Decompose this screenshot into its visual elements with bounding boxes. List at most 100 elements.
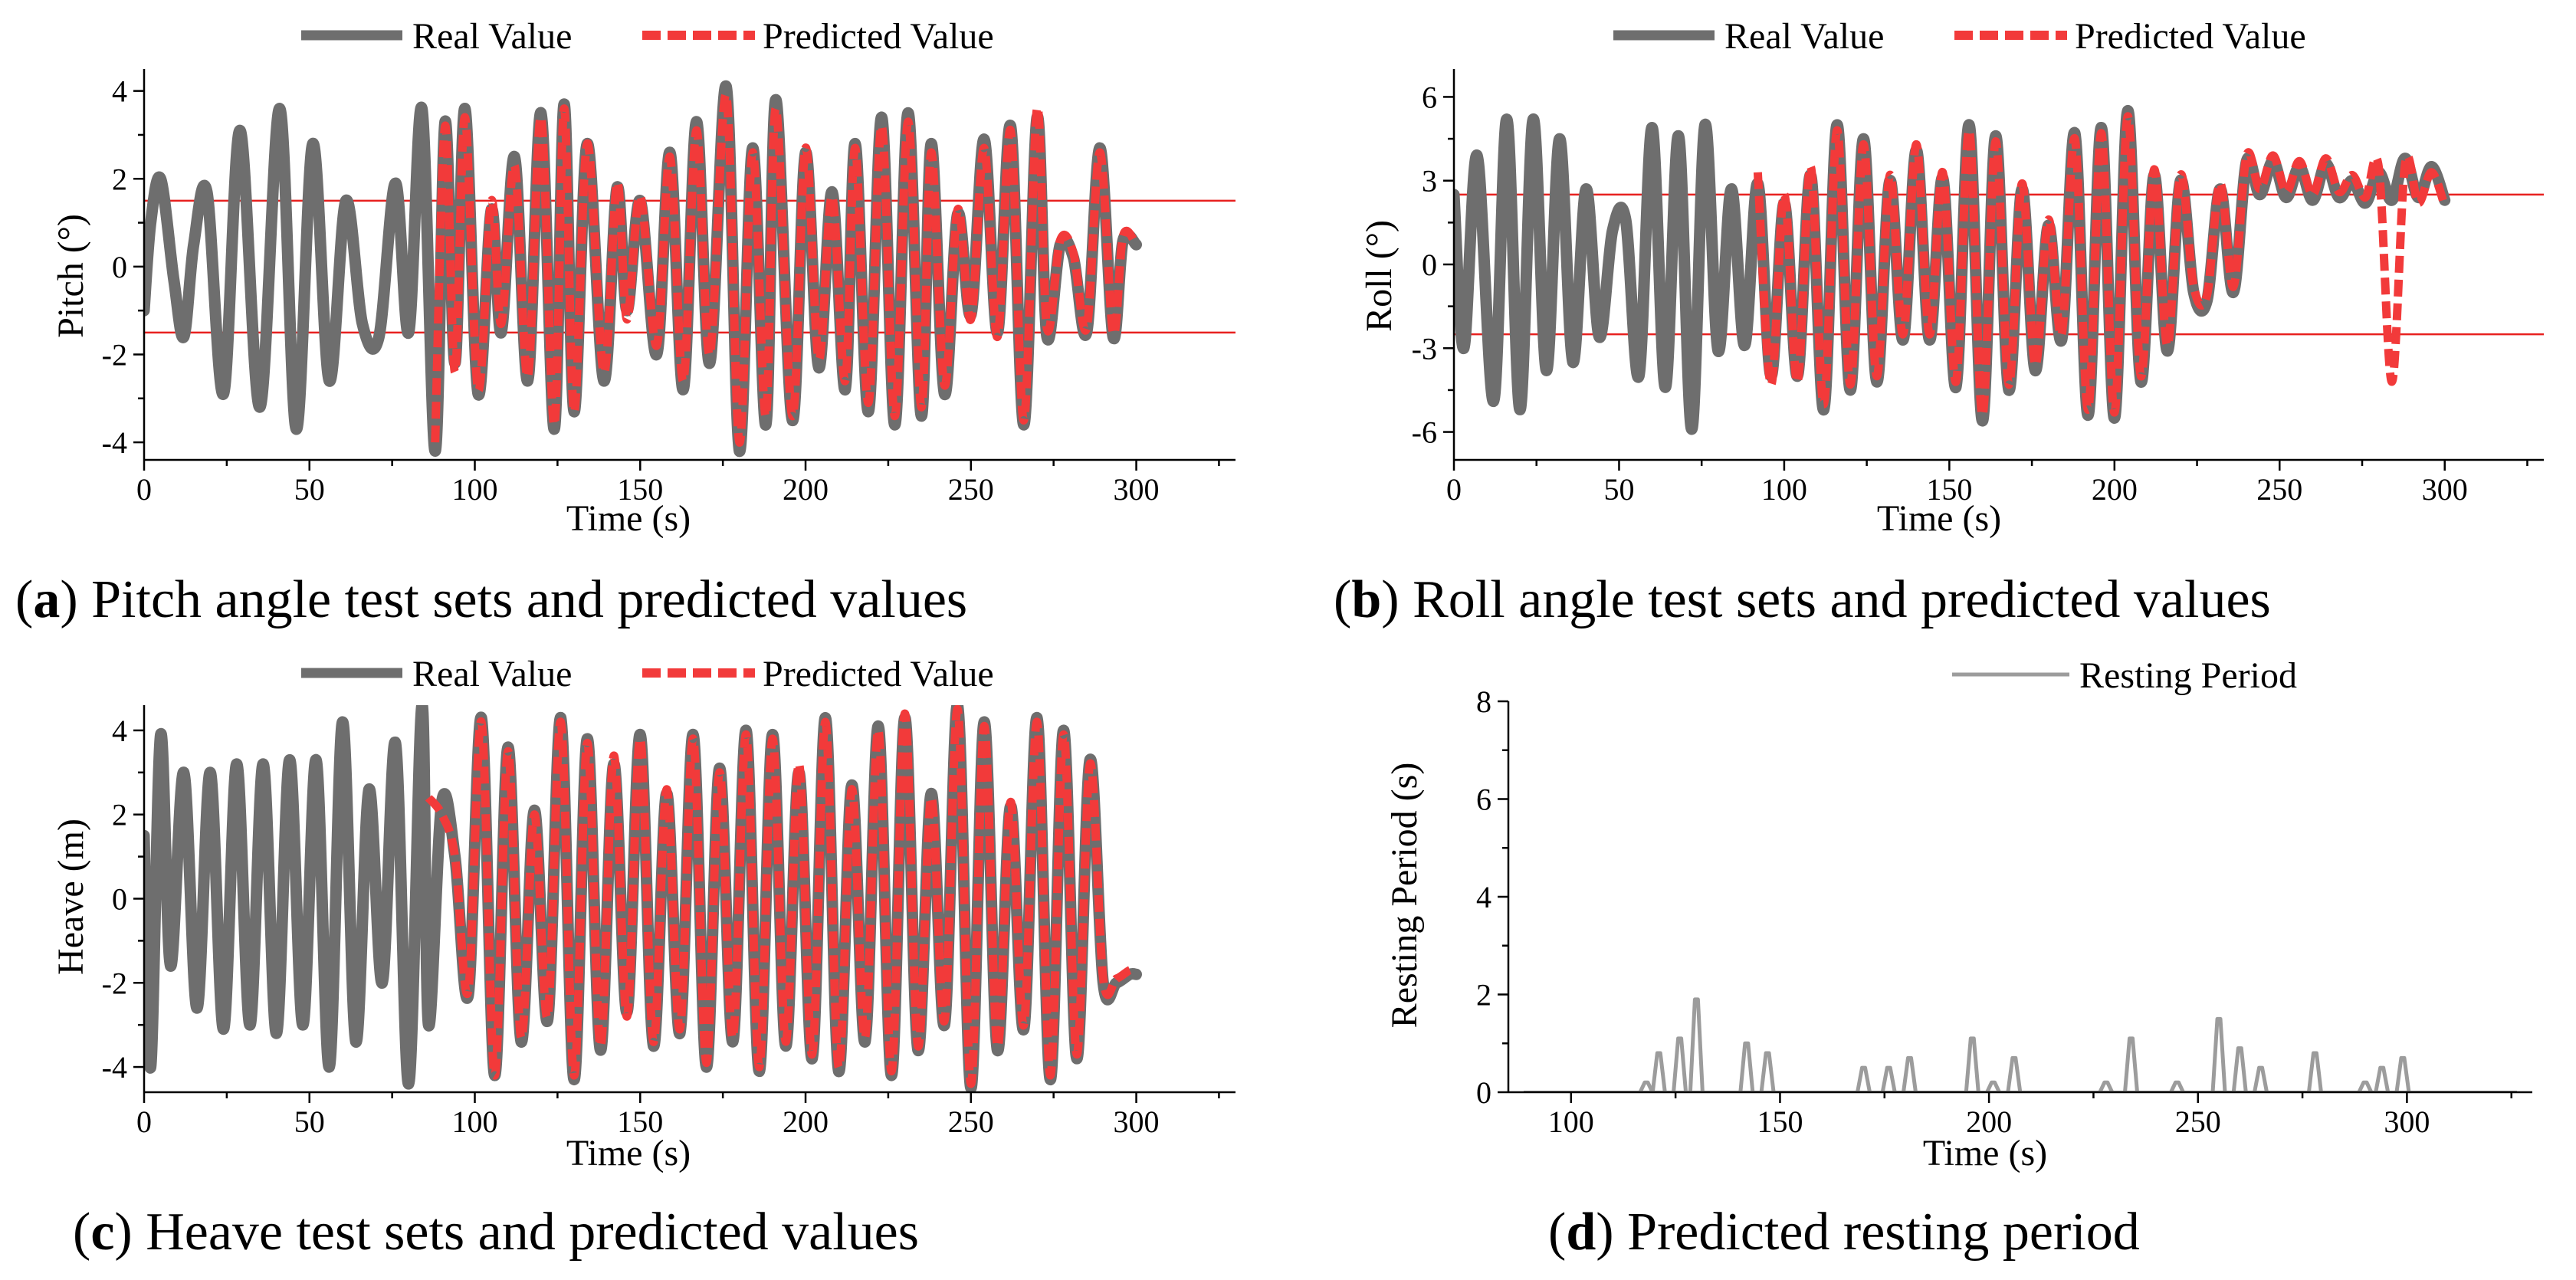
panel-c-y-label: Heave (m) — [51, 819, 91, 975]
panel-a-caption-text: Pitch angle test sets and predicted valu… — [91, 570, 967, 629]
panel-a-x-label: Time (s) — [566, 498, 691, 539]
plot-area — [144, 80, 1142, 458]
y-tick-label: 0 — [112, 882, 127, 917]
resting-spike — [1902, 1055, 1918, 1092]
legend-predicted-label: Predicted Value — [763, 654, 994, 694]
panel-b-caption-text: Roll angle test sets and predicted value… — [1413, 570, 2271, 629]
x-tick-label: 150 — [1757, 1104, 1803, 1139]
panel-a-legend: Real Value Predicted Value — [301, 16, 994, 57]
y-tick-label: -6 — [1412, 415, 1437, 450]
x-tick-label: 50 — [294, 1104, 325, 1139]
y-tick-label: 2 — [112, 162, 127, 196]
panel-a-caption: (a) Pitch angle test sets and predicted … — [15, 570, 967, 629]
resting-spike — [1759, 1051, 1776, 1092]
panel-b-x-label: Time (s) — [1877, 498, 2001, 539]
y-tick-label: 0 — [112, 250, 127, 284]
x-tick-label: 0 — [136, 1104, 152, 1139]
x-tick-label: 0 — [136, 472, 152, 507]
y-tick-label: -3 — [1412, 331, 1437, 366]
panel-d-legend: Resting Period — [1952, 655, 2297, 696]
y-tick-label: 2 — [112, 798, 127, 832]
panel-b-plot: 0 50 100 150 200 250 300 -6 -3 0 3 6 — [1412, 69, 2544, 507]
resting-spike — [2357, 1080, 2374, 1092]
x-tick-label: 200 — [783, 1104, 829, 1139]
panel-c-caption-text: Heave test sets and predicted values — [146, 1203, 919, 1262]
series-predicted-value — [431, 90, 1140, 447]
legend-real-label: Real Value — [412, 16, 572, 57]
panel-a-y-label: Pitch (°) — [51, 214, 91, 338]
x-tick-label: 150 — [617, 472, 663, 507]
panel-d-y-label: Resting Period (s) — [1384, 763, 1425, 1029]
resting-spike — [2210, 1016, 2227, 1092]
x-tick-label: 100 — [1761, 472, 1807, 507]
x-tick-label: 0 — [1446, 472, 1462, 507]
x-tick-label: 300 — [2422, 472, 2468, 507]
panel-d-caption-letter: d — [1566, 1203, 1596, 1262]
resting-spike — [2123, 1036, 2140, 1092]
resting-spike — [2253, 1065, 2269, 1092]
y-tick-label: 0 — [1422, 248, 1437, 282]
x-tick-label: 200 — [1966, 1104, 2012, 1139]
y-tick-label: 4 — [1476, 880, 1491, 914]
panel-d-plot: 100 150 200 250 300 0 2 4 6 8 — [1476, 684, 2532, 1139]
panel-d-caption: (d) Predicted resting period — [1548, 1203, 2140, 1262]
x-tick-label: 100 — [452, 1104, 498, 1139]
resting-spike — [2169, 1080, 2185, 1092]
y-tick-label: 4 — [112, 714, 127, 748]
x-tick-label: 300 — [2384, 1104, 2430, 1139]
resting-spike — [1738, 1041, 1755, 1092]
x-tick-label: 50 — [1603, 472, 1634, 507]
series-predicted-value — [425, 705, 1137, 1088]
panel-c-x-label: Time (s) — [566, 1133, 691, 1173]
resting-spike — [1672, 1036, 1688, 1092]
panel-d-caption-text: Predicted resting period — [1627, 1203, 2140, 1262]
panel-a-pitch: 0 50 100 150 200 250 300 -4 -2 0 2 4 Real Value Pre… — [15, 16, 1235, 629]
panel-a-plot: 0 50 100 150 200 250 300 -4 -2 0 2 4 — [102, 69, 1235, 507]
x-tick-label: 250 — [948, 1104, 994, 1139]
resting-spike — [1638, 1080, 1655, 1092]
y-tick-label: -2 — [102, 337, 127, 372]
y-tick-label: -4 — [102, 425, 127, 460]
resting-spike — [2374, 1065, 2391, 1092]
panel-c-caption: (c) Heave test sets and predicted values — [73, 1203, 919, 1262]
resting-spike — [2231, 1046, 2248, 1092]
y-tick-label: 0 — [1476, 1075, 1491, 1110]
resting-spike — [1688, 997, 1705, 1092]
panel-b-legend: Real Value Predicted Value — [1613, 16, 2306, 57]
legend-predicted-label: Predicted Value — [2075, 16, 2306, 57]
panel-c-caption-letter: c — [90, 1203, 114, 1262]
x-tick-label: 300 — [1114, 1104, 1160, 1139]
resting-spike — [2098, 1080, 2115, 1092]
x-tick-label: 250 — [2256, 472, 2302, 507]
series-predicted-value — [1753, 112, 2449, 420]
x-tick-label: 250 — [2175, 1104, 2221, 1139]
x-tick-label: 200 — [2092, 472, 2138, 507]
y-tick-label: 3 — [1422, 164, 1437, 199]
x-tick-label: 300 — [1114, 472, 1160, 507]
resting-spike — [2394, 1055, 2411, 1092]
legend-predicted-label: Predicted Value — [763, 16, 994, 57]
y-tick-label: 2 — [1476, 978, 1491, 1013]
panel-b-y-label: Roll (°) — [1359, 220, 1400, 332]
x-tick-label: 100 — [1548, 1104, 1594, 1139]
x-tick-label: 200 — [783, 472, 829, 507]
resting-spike — [1856, 1065, 1872, 1092]
resting-spike — [1964, 1036, 1980, 1092]
resting-spike — [2306, 1051, 2323, 1092]
resting-spike — [2006, 1055, 2023, 1092]
y-tick-label: 4 — [112, 74, 127, 109]
y-tick-label: 6 — [1422, 80, 1437, 114]
x-tick-label: 150 — [617, 1104, 663, 1139]
y-tick-label: -4 — [102, 1050, 127, 1085]
x-tick-label: 150 — [1926, 472, 1972, 507]
legend-real-label: Real Value — [412, 654, 572, 694]
y-tick-label: 8 — [1476, 684, 1491, 719]
plot-area — [1454, 105, 2451, 435]
legend-real-label: Real Value — [1724, 16, 1884, 57]
resting-spike — [1985, 1080, 2001, 1092]
x-tick-label: 50 — [294, 472, 325, 507]
resting-spike — [1880, 1065, 1897, 1092]
panel-b-caption-letter: b — [1351, 570, 1381, 629]
panel-d-resting: 100 150 200 250 300 0 2 4 6 8 Resting Period Rest… — [1384, 655, 2532, 1262]
